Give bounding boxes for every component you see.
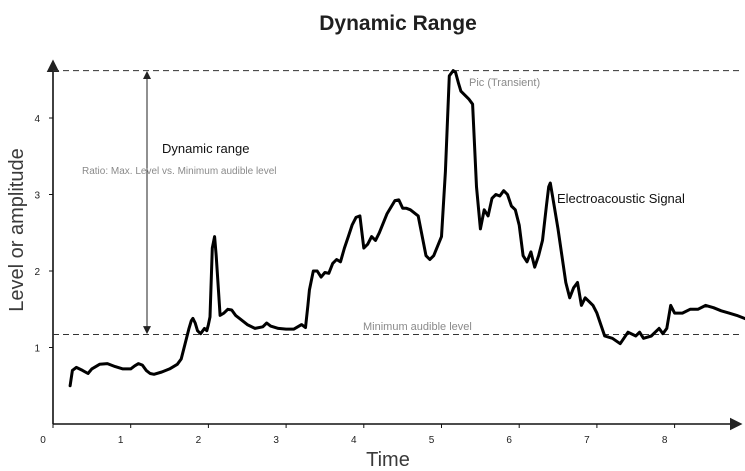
x-tick-label: 8: [662, 435, 668, 446]
x-tick-label: 6: [506, 435, 512, 446]
y-tick-label: 4: [34, 114, 40, 125]
y-tick-labels: 1 2 3 4: [34, 114, 53, 355]
x-tick-labels: 0 1 2 3 4 5 6 7 8: [40, 424, 676, 446]
chart-title: Dynamic Range: [319, 12, 477, 35]
signal-label: Electroacoustic Signal: [557, 191, 685, 206]
y-axis-label: Level or amplitude: [6, 148, 28, 311]
y-tick-label: 3: [34, 191, 40, 202]
x-tick-label: 7: [584, 435, 590, 446]
x-tick-label: 0: [40, 435, 46, 446]
electroacoustic-signal-line: [68, 69, 745, 388]
x-tick-label: 4: [351, 435, 357, 446]
minimum-audible-level-label: Minimum audible level: [363, 321, 472, 333]
x-tick-label: 1: [118, 435, 124, 446]
x-tick-label: 2: [196, 435, 202, 446]
ratio-label: Ratio: Max. Level vs. Minimum audible le…: [82, 166, 277, 177]
y-tick-label: 2: [34, 267, 40, 278]
x-tick-label: 3: [273, 435, 279, 446]
dynamic-range-label: Dynamic range: [162, 141, 249, 156]
x-axis-label: Time: [366, 449, 410, 471]
axes: [46, 59, 743, 431]
y-tick-label: 1: [34, 344, 40, 355]
x-tick-label: 5: [429, 435, 435, 446]
peak-label: Pic (Transient): [469, 77, 540, 89]
